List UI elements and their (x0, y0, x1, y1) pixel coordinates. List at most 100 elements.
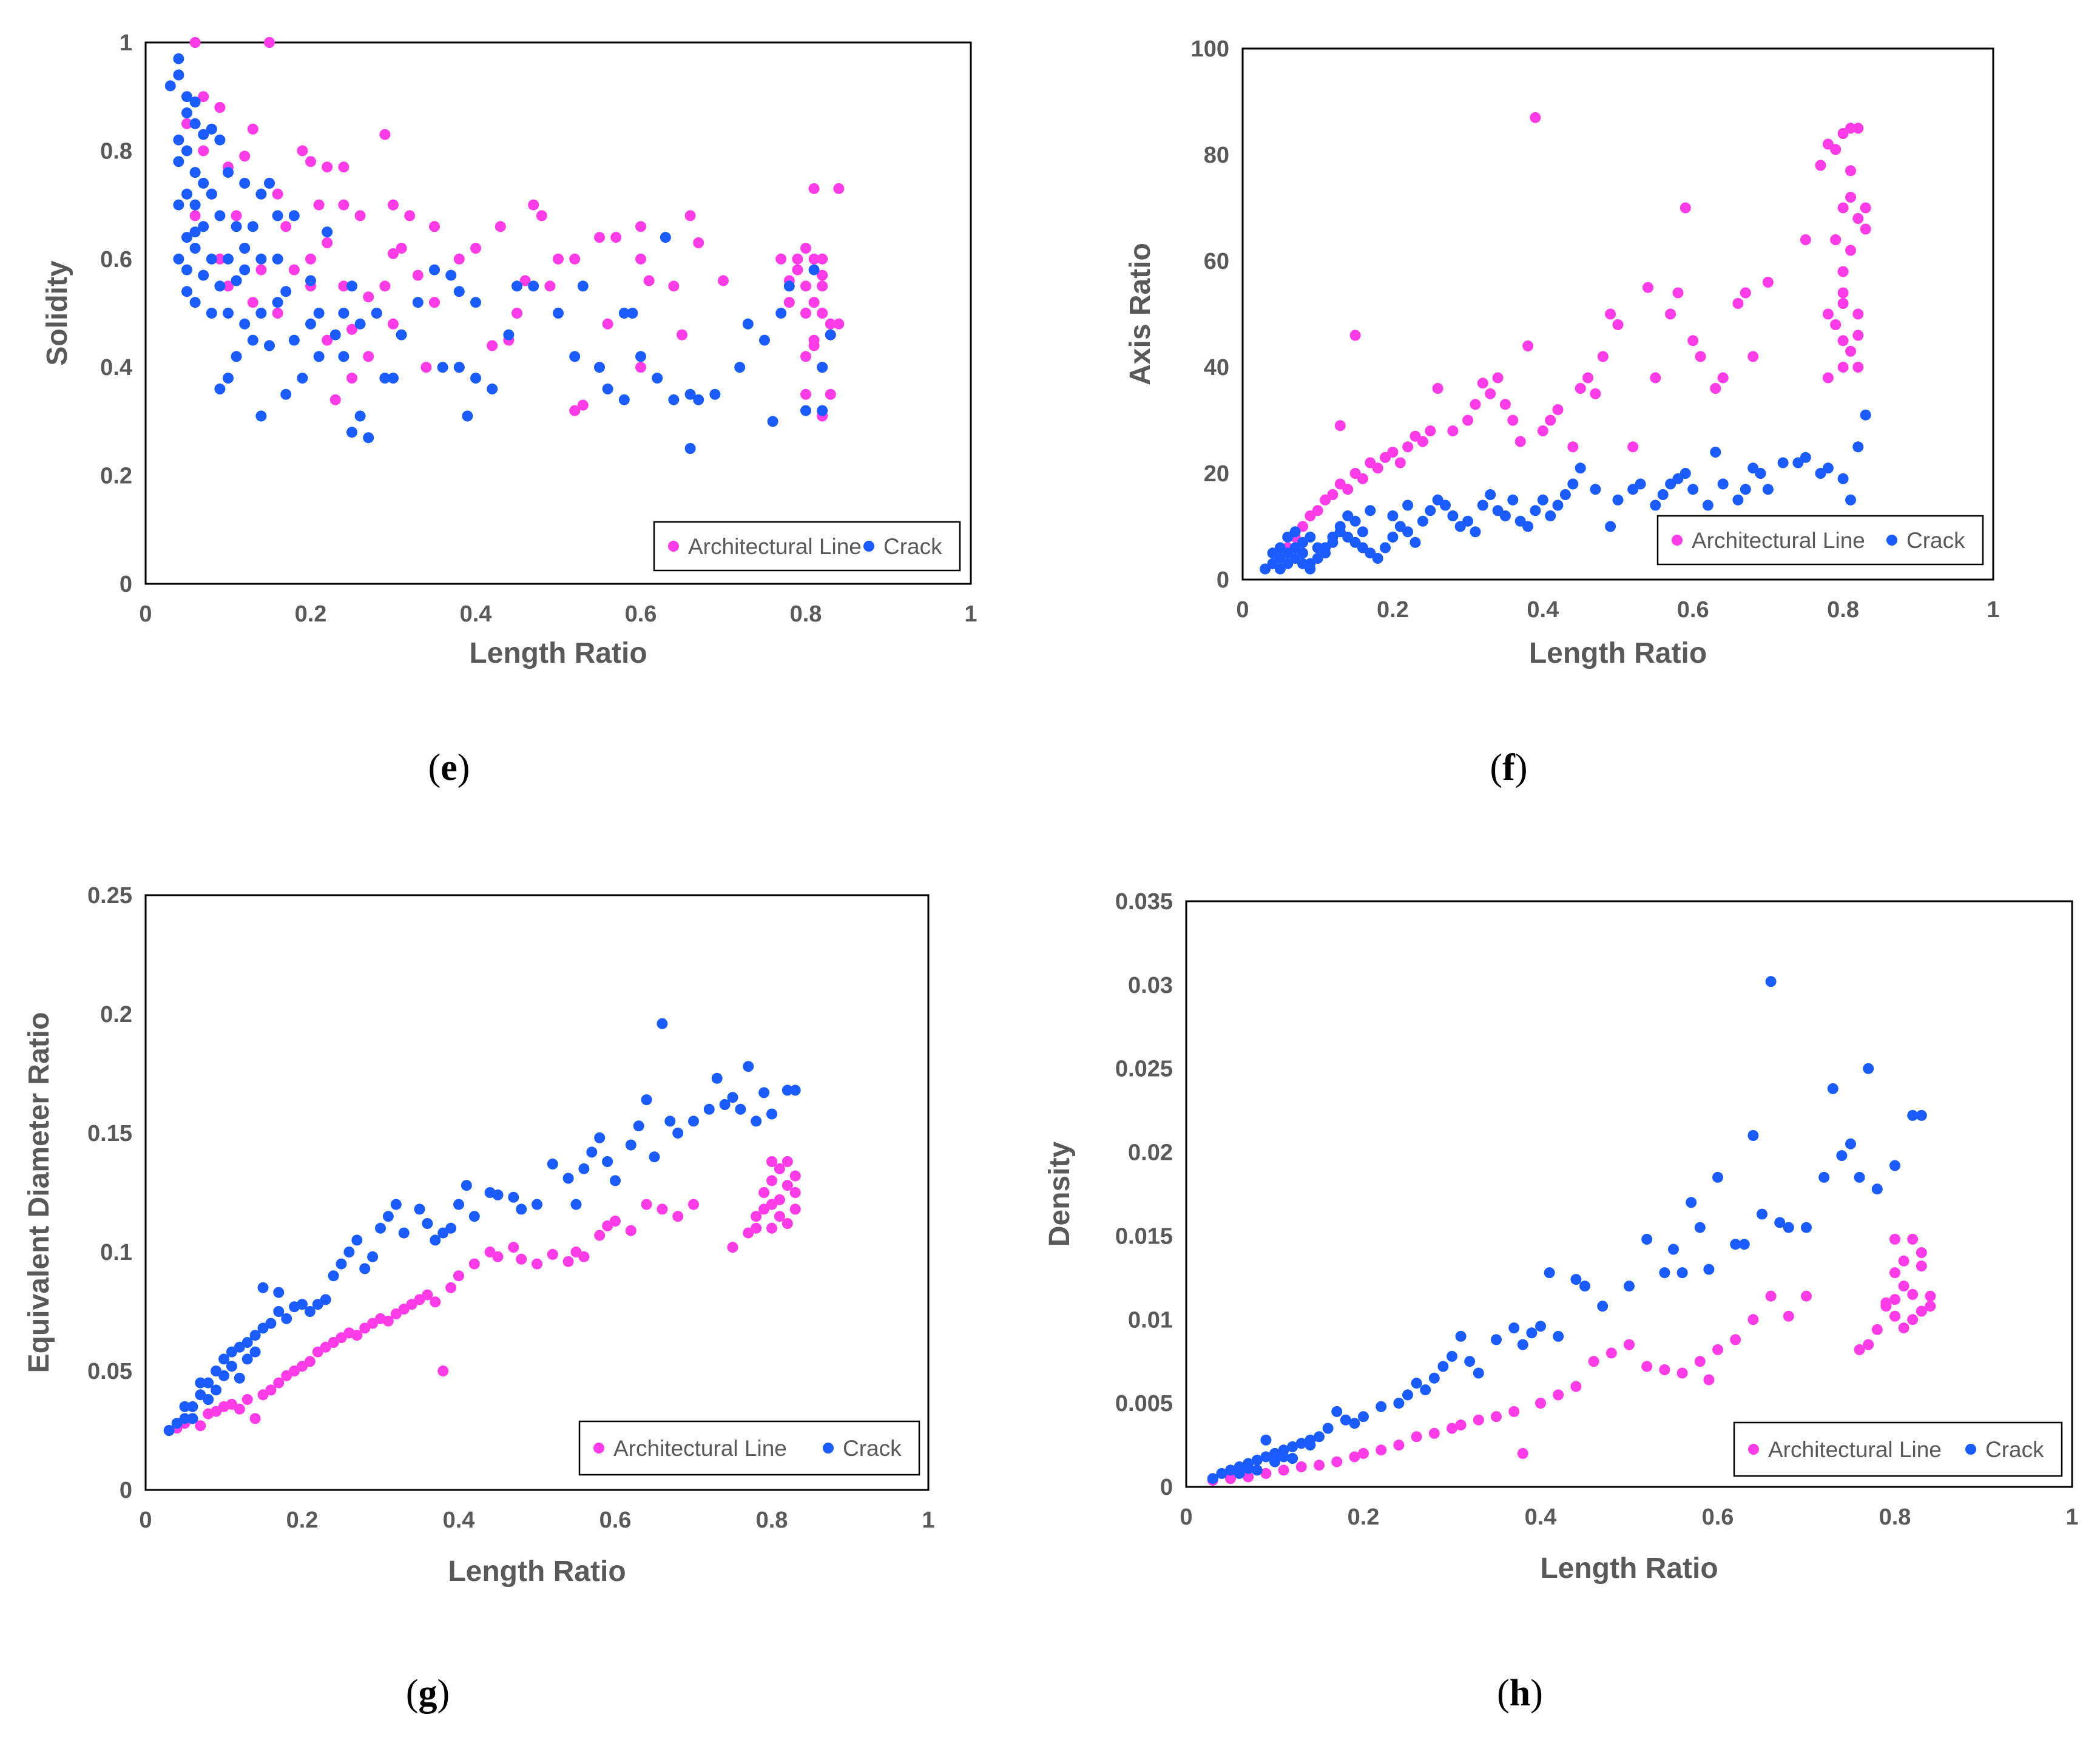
data-point (1508, 1322, 1520, 1334)
data-point (1880, 1301, 1892, 1312)
data-point (1641, 1361, 1653, 1372)
data-point (239, 264, 251, 276)
data-point (206, 123, 217, 135)
data-point (249, 1413, 261, 1424)
data-point (1462, 515, 1474, 527)
data-point (1517, 1339, 1528, 1350)
data-point (1393, 1440, 1405, 1451)
data-point (239, 318, 251, 330)
data-point (214, 383, 226, 394)
y-tick-label: 0.03 (1128, 973, 1173, 998)
data-point (1331, 1456, 1343, 1467)
data-point (1402, 499, 1414, 511)
data-point (173, 53, 184, 64)
data-point (792, 264, 803, 276)
data-point (322, 237, 333, 248)
data-point (1282, 532, 1294, 543)
data-point (1312, 505, 1323, 516)
x-axis-title: Length Ratio (1540, 1552, 1718, 1585)
y-tick-label: 0.6 (100, 247, 132, 272)
data-point (173, 156, 184, 168)
data-point (189, 226, 201, 238)
y-tick-label: 0.15 (87, 1121, 132, 1146)
data-point (239, 177, 251, 189)
data-point (1485, 388, 1496, 399)
data-point (203, 1394, 214, 1405)
data-point (1322, 1423, 1334, 1434)
data-point (1327, 489, 1339, 500)
data-point (322, 334, 333, 346)
data-point (453, 253, 465, 265)
data-point (1907, 1233, 1919, 1245)
data-point (775, 253, 787, 265)
data-point (594, 362, 605, 373)
data-point (742, 318, 754, 330)
legend-marker-architectural-line (1672, 535, 1683, 546)
data-point (1680, 202, 1691, 214)
data-point (718, 275, 729, 286)
x-tick-label: 0 (1236, 597, 1249, 623)
data-point (1485, 489, 1496, 500)
data-point (273, 1377, 285, 1389)
x-tick-label: 0.6 (625, 601, 657, 627)
data-point (536, 210, 547, 222)
legend-marker-architectural-line (593, 1443, 604, 1454)
data-point (181, 145, 192, 157)
data-point (214, 134, 226, 146)
data-point (766, 1108, 777, 1120)
data-point (346, 373, 357, 384)
data-point (569, 351, 581, 362)
data-point (766, 1175, 777, 1186)
data-point (329, 394, 341, 405)
data-point (396, 329, 407, 340)
plot-area-frame (1241, 47, 1994, 581)
data-point (406, 1299, 417, 1310)
data-point (181, 118, 192, 129)
data-point (767, 416, 778, 427)
data-point (1508, 1406, 1520, 1417)
legend: Architectural Line Crack (1733, 1421, 2063, 1477)
data-point (214, 102, 226, 113)
data-point (1676, 1367, 1688, 1379)
data-point (231, 351, 242, 362)
data-point (487, 340, 498, 351)
data-point (1732, 298, 1744, 309)
y-tick-label: 0.2 (100, 1002, 132, 1027)
data-point (1852, 441, 1864, 453)
data-point (398, 1227, 410, 1239)
data-point (635, 221, 646, 232)
data-point (388, 318, 399, 330)
data-point (363, 351, 374, 362)
data-point (553, 253, 564, 265)
data-point (313, 351, 325, 362)
data-point (553, 308, 564, 319)
data-point (1836, 1150, 1848, 1162)
data-point (241, 1353, 253, 1365)
data-point (1387, 510, 1399, 521)
legend: Architectural Line Crack (578, 1420, 920, 1476)
data-point (1530, 112, 1541, 123)
data-point (239, 151, 251, 162)
x-tick-label: 0.6 (1702, 1504, 1734, 1530)
y-tick-label: 0.025 (1115, 1057, 1173, 1082)
data-point (1822, 462, 1834, 474)
data-point (688, 1199, 699, 1210)
data-point (758, 1187, 770, 1198)
data-point (1845, 123, 1856, 134)
data-point (257, 1282, 269, 1293)
data-point (288, 334, 300, 346)
data-point (189, 96, 201, 108)
data-point (198, 221, 209, 232)
data-point (320, 1341, 331, 1353)
data-point (1830, 144, 1842, 155)
data-point (684, 443, 696, 454)
data-point (1852, 362, 1864, 373)
data-point (782, 1218, 793, 1229)
data-point (594, 1132, 606, 1143)
y-tick-label: 0.02 (1128, 1140, 1173, 1166)
data-point (412, 297, 424, 308)
data-point (211, 1406, 222, 1417)
data-point (1411, 1378, 1422, 1389)
data-point (758, 1203, 770, 1215)
data-point (297, 145, 308, 157)
